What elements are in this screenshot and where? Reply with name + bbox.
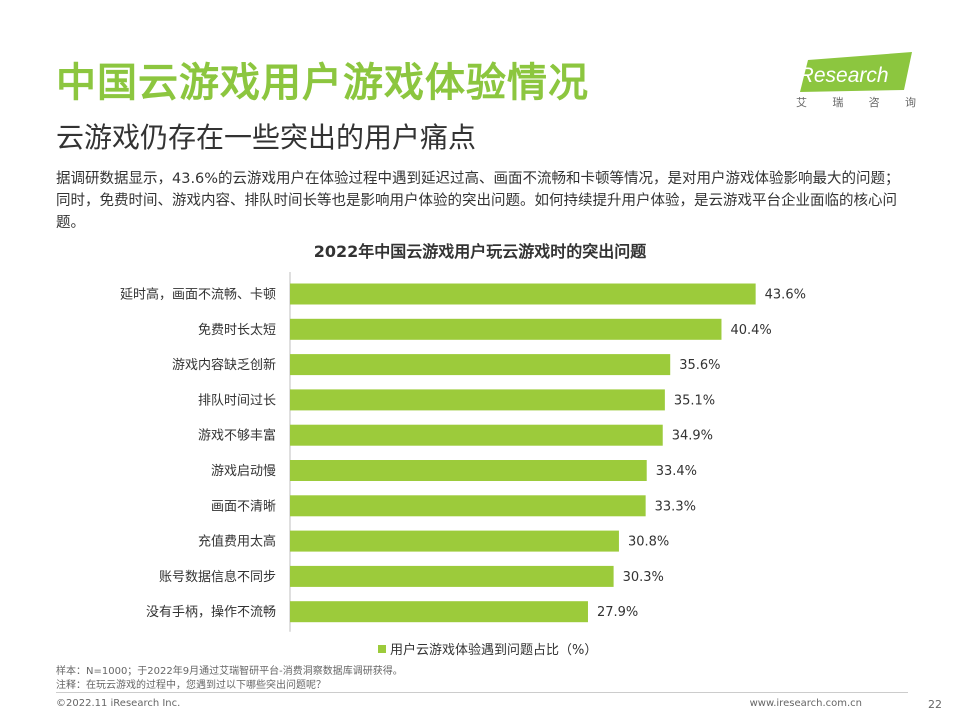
bar [290, 318, 722, 340]
logo-brand-text: iResearch [794, 64, 889, 87]
category-label: 排队时间过长 [198, 393, 276, 408]
page-subtitle: 云游戏仍存在一些突出的用户痛点 [56, 121, 477, 154]
page-number: 22 [928, 698, 942, 711]
bar [290, 565, 614, 587]
bar-chart: 延时高，画面不流畅、卡顿 43.6% 免费时长太短 40.4% 游戏内容缺乏创新 35.6… [120, 272, 806, 632]
value-label: 43.6% [765, 288, 806, 303]
category-label: 免费时长太短 [198, 323, 276, 338]
category-label: 画面不清晰 [211, 499, 276, 514]
question-note: 注释：在玩云游戏的过程中，您遇到过以下哪些突出问题呢？ [56, 680, 326, 691]
iresearch-logo-graphic: iResearch [794, 52, 912, 92]
logo-tagline-char: 瑞 [832, 96, 844, 109]
logo-tagline-char: 艾 [796, 96, 807, 109]
value-label: 30.3% [623, 570, 664, 585]
legend-label: 用户云游戏体验遇到问题占比（%） [390, 643, 598, 658]
bar [290, 354, 671, 376]
category-label: 没有手柄，操作不流畅 [146, 604, 276, 620]
bar [290, 530, 619, 552]
chart-legend: 用户云游戏体验遇到问题占比（%） [378, 639, 597, 658]
value-label: 27.9% [597, 605, 638, 620]
chart-title: 2022年中国云游戏用户玩云游戏时的突出问题 [313, 242, 647, 261]
category-label: 游戏启动慢 [211, 463, 276, 479]
legend-swatch [378, 644, 386, 653]
value-label: 35.6% [679, 358, 720, 373]
logo-tagline-char: 询 [904, 96, 916, 109]
sample-note: 样本：N=1000；于2022年9月通过艾瑞智研平台-消费洞察数据库调研获得。 [56, 666, 403, 677]
value-label: 30.8% [628, 535, 669, 550]
logo-tagline: 艾 瑞 咨 询 [796, 94, 916, 110]
category-label: 游戏不够丰富 [198, 428, 276, 444]
bar [290, 460, 647, 481]
footer-website[interactable]: www.iresearch.com.cn [749, 698, 862, 709]
footer-copyright: ©2022.11 iResearch Inc. [56, 698, 181, 709]
bar [290, 424, 663, 446]
value-label: 40.4% [730, 323, 771, 338]
category-label: 充值费用太高 [198, 534, 276, 550]
page-title: 中国云游戏用户游戏体验情况 [56, 60, 589, 106]
footer-divider [56, 692, 908, 693]
bar [290, 601, 588, 623]
bar [290, 283, 756, 305]
value-label: 33.4% [656, 464, 697, 479]
bar [290, 389, 665, 411]
category-label: 账号数据信息不同步 [159, 569, 276, 585]
summary-paragraph: 据调研数据显示，43.6%的云游戏用户在体验过程中遇到延迟过高、画面不流畅和卡顿… [56, 171, 900, 231]
value-label: 35.1% [674, 393, 715, 408]
bar [290, 495, 646, 517]
logo-tagline-char: 咨 [868, 96, 880, 109]
value-label: 34.9% [672, 429, 713, 444]
value-label: 33.3% [655, 499, 696, 514]
category-label: 延时高，画面不流畅、卡顿 [120, 287, 276, 303]
category-label: 游戏内容缺乏创新 [172, 357, 276, 373]
